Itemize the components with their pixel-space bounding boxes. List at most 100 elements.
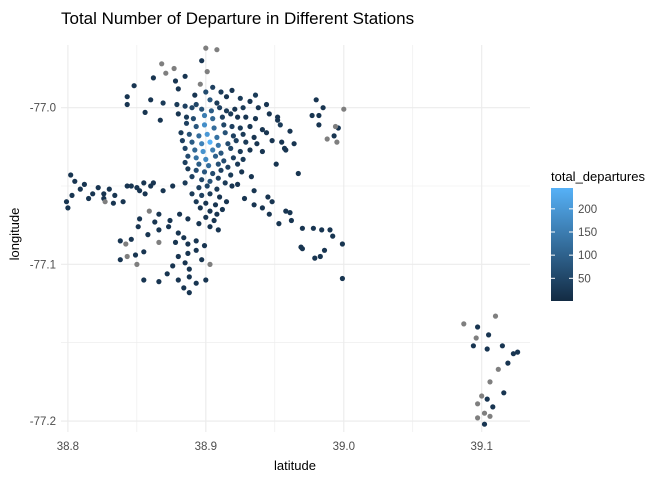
legend-tick-label: 200 bbox=[578, 204, 597, 216]
station-point bbox=[86, 195, 92, 202]
station-point bbox=[259, 148, 265, 155]
station-point bbox=[148, 97, 154, 103]
station-point bbox=[206, 163, 212, 169]
station-point bbox=[319, 227, 325, 233]
station-point bbox=[182, 145, 188, 151]
station-point bbox=[200, 148, 206, 155]
station-point bbox=[228, 111, 234, 117]
color-legend: total_departures 50 100 150 200 bbox=[551, 169, 645, 301]
station-point bbox=[320, 105, 326, 111]
station-point bbox=[235, 181, 241, 187]
station-point bbox=[212, 153, 219, 159]
station-point bbox=[339, 275, 345, 282]
station-point bbox=[288, 217, 294, 224]
station-point bbox=[239, 169, 245, 175]
station-point bbox=[473, 335, 479, 341]
station-point bbox=[214, 100, 220, 106]
station-point bbox=[178, 130, 184, 136]
station-point bbox=[495, 366, 501, 372]
station-point bbox=[237, 95, 243, 101]
station-point bbox=[190, 116, 196, 122]
station-point bbox=[235, 114, 241, 120]
station-point bbox=[211, 217, 217, 224]
station-point bbox=[77, 186, 83, 192]
station-point bbox=[123, 241, 129, 247]
station-point bbox=[141, 249, 147, 255]
station-point bbox=[331, 133, 337, 139]
station-point bbox=[481, 421, 488, 427]
station-point bbox=[124, 94, 130, 100]
station-point bbox=[193, 123, 199, 130]
station-point bbox=[221, 158, 227, 164]
station-point bbox=[505, 360, 511, 366]
station-point bbox=[204, 69, 210, 75]
station-point bbox=[283, 208, 289, 214]
station-point bbox=[207, 178, 213, 184]
station-point bbox=[203, 200, 209, 206]
legend-ticks: 50 100 150 200 bbox=[551, 204, 597, 285]
station-point bbox=[217, 105, 223, 111]
legend-title: total_departures bbox=[551, 169, 645, 184]
station-point bbox=[210, 116, 216, 122]
station-point bbox=[334, 139, 340, 145]
station-point bbox=[215, 227, 221, 233]
station-point bbox=[207, 208, 213, 214]
station-point bbox=[199, 257, 205, 263]
station-point bbox=[273, 161, 279, 167]
station-point bbox=[175, 86, 181, 92]
station-point bbox=[490, 404, 496, 410]
station-point bbox=[142, 109, 148, 115]
station-point bbox=[203, 45, 209, 51]
station-point bbox=[229, 183, 235, 189]
station-point bbox=[269, 138, 275, 144]
station-point bbox=[81, 181, 87, 187]
station-point bbox=[481, 410, 488, 416]
station-point bbox=[134, 261, 140, 267]
station-point bbox=[228, 145, 234, 151]
station-point bbox=[156, 227, 162, 233]
station-point bbox=[201, 112, 208, 119]
station-point bbox=[69, 192, 75, 198]
station-point bbox=[164, 271, 170, 277]
station-point bbox=[183, 114, 190, 120]
station-point bbox=[281, 145, 288, 151]
station-point bbox=[247, 147, 253, 153]
station-point bbox=[210, 84, 216, 90]
station-point bbox=[172, 239, 179, 245]
station-point bbox=[189, 191, 195, 197]
station-point bbox=[150, 75, 156, 81]
chart-title: Total Number of Departure in Different S… bbox=[61, 9, 414, 28]
y-tick-label: -77.0 bbox=[30, 103, 56, 115]
station-point bbox=[137, 216, 143, 222]
station-point bbox=[499, 343, 505, 349]
station-point bbox=[177, 211, 183, 217]
station-point bbox=[501, 390, 507, 396]
station-point bbox=[215, 175, 221, 181]
station-point bbox=[186, 290, 192, 296]
station-point bbox=[237, 125, 243, 131]
station-point bbox=[182, 260, 188, 266]
station-point bbox=[479, 393, 485, 399]
station-point bbox=[341, 106, 347, 112]
x-tick-label: 39.0 bbox=[333, 441, 355, 453]
station-point bbox=[172, 78, 179, 84]
station-point bbox=[222, 180, 228, 186]
station-point bbox=[117, 257, 123, 263]
x-tick-label: 39.1 bbox=[471, 441, 493, 453]
station-point bbox=[102, 199, 108, 205]
station-point bbox=[192, 147, 198, 153]
station-point bbox=[182, 180, 188, 186]
station-point bbox=[137, 188, 143, 194]
station-point bbox=[170, 183, 176, 189]
points-layer bbox=[63, 45, 521, 427]
station-point bbox=[208, 108, 214, 114]
station-point bbox=[324, 136, 330, 142]
station-point bbox=[240, 156, 246, 162]
station-point bbox=[170, 263, 176, 269]
station-point bbox=[193, 167, 199, 173]
station-point bbox=[275, 114, 281, 120]
station-point bbox=[248, 174, 254, 180]
station-point bbox=[470, 343, 476, 349]
station-point bbox=[189, 174, 195, 180]
